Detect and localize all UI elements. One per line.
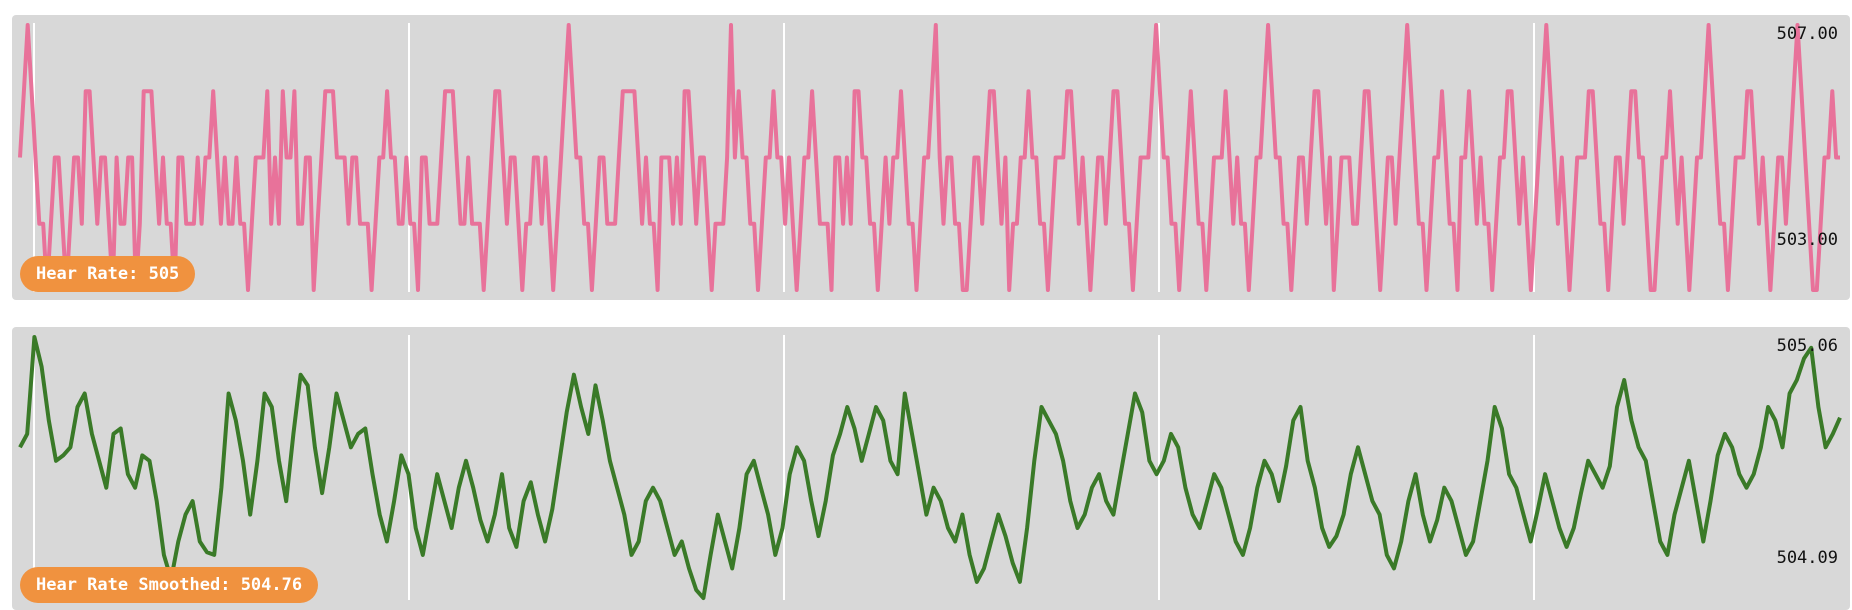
series-line-1 — [18, 23, 1840, 292]
y-min-label: 503.00 — [1777, 230, 1838, 250]
heart-rate-chart: 507.00 503.00 — [18, 23, 1840, 292]
series-line-1 — [18, 335, 1842, 600]
series-layer — [18, 23, 1840, 292]
heart-rate-smoothed-value-badge: Hear Rate Smoothed: 504.76 — [20, 567, 319, 603]
y-max-label: 505.06 — [1777, 336, 1838, 356]
heart-rate-value-badge: Hear Rate: 505 — [20, 256, 196, 292]
series-layer — [18, 335, 1842, 600]
y-max-label: 507.00 — [1777, 24, 1838, 44]
heart-rate-chart-panel: 507.00 503.00 Hear Rate: 505 — [12, 15, 1850, 300]
heart-rate-smoothed-chart: 505.06 504.09 — [18, 335, 1842, 600]
heart-rate-smoothed-chart-panel: 505.06 504.09 Hear Rate Smoothed: 504.76 — [12, 327, 1850, 610]
y-min-label: 504.09 — [1777, 548, 1838, 568]
